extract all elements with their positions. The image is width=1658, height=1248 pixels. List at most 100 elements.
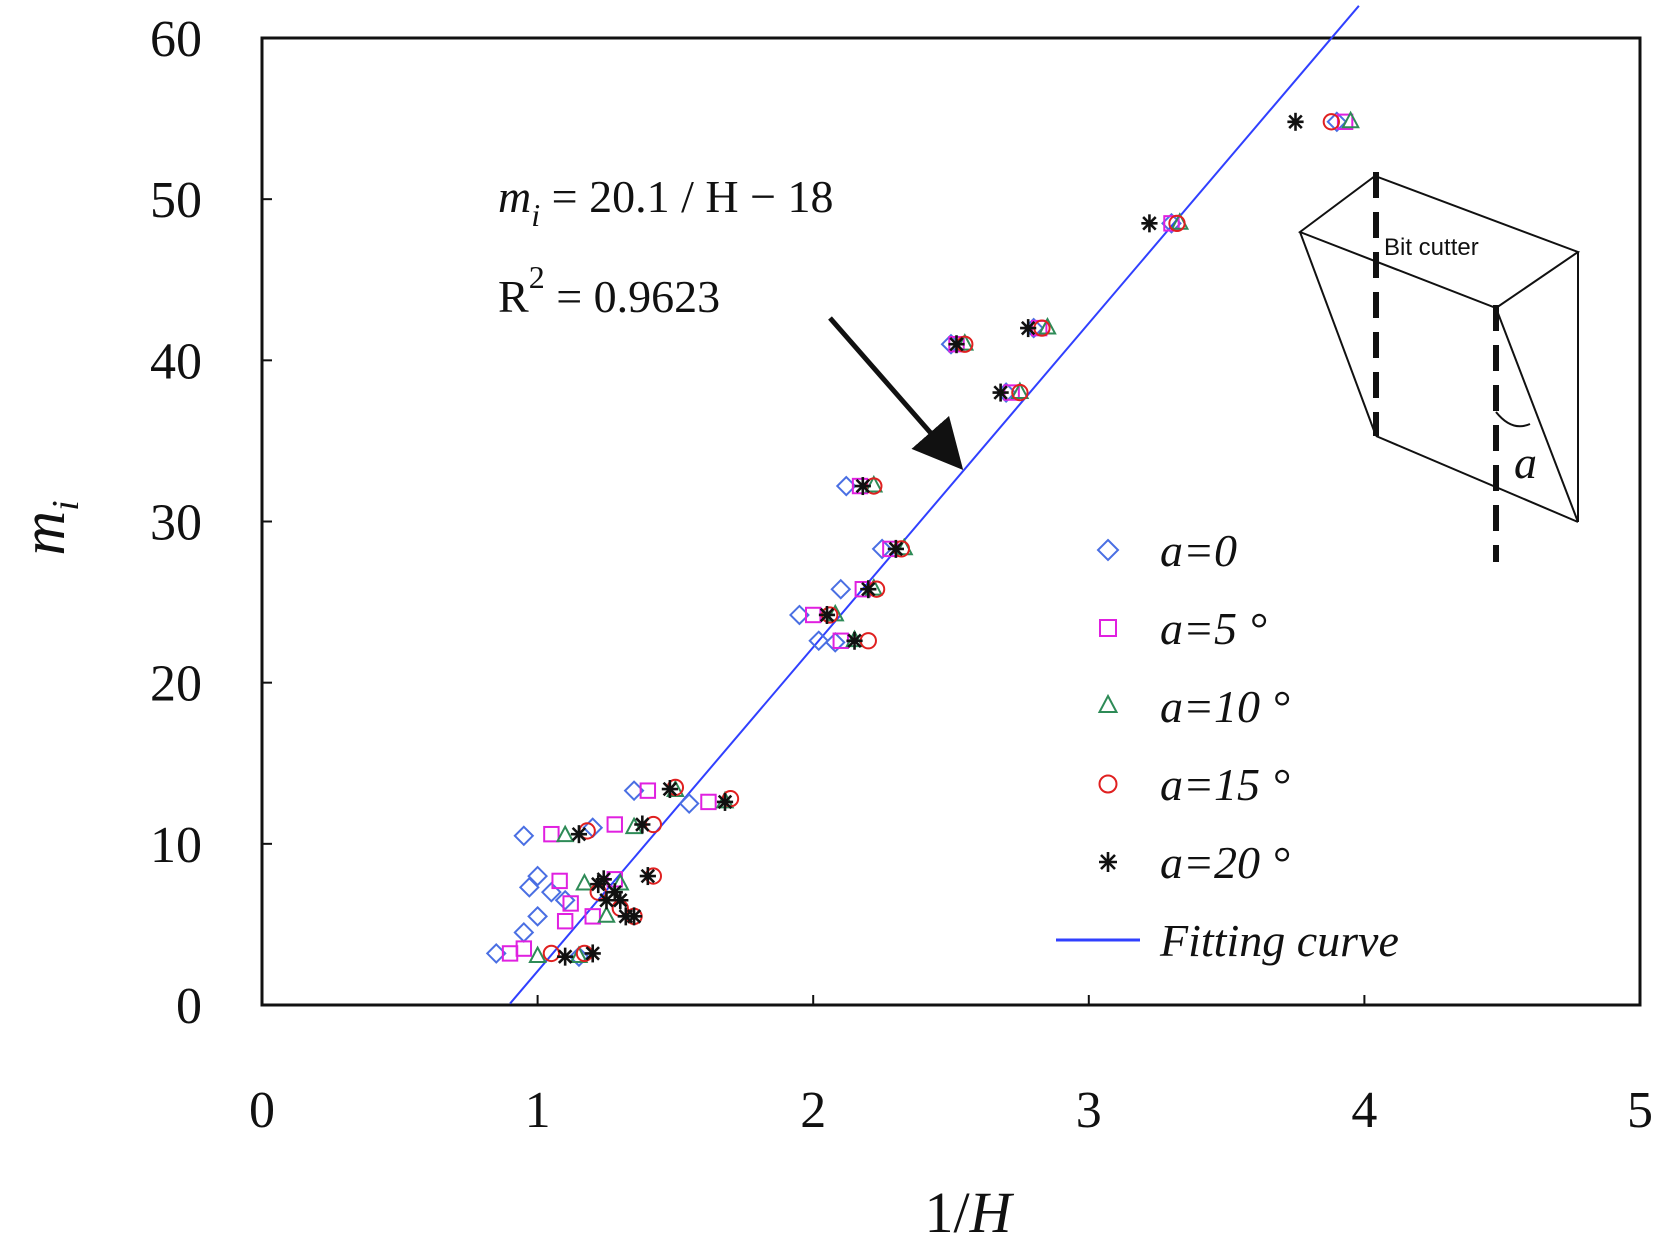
data-point-diamond [513, 825, 535, 847]
fit-line-group [509, 5, 1360, 1005]
data-point-asterisk [887, 539, 904, 558]
angle-arc [1495, 411, 1531, 428]
data-point-circle [542, 944, 561, 963]
x-axis-title: 1/H [924, 1180, 1014, 1245]
r2-rest: = 0.9623 [545, 271, 720, 322]
axes [260, 36, 1642, 1007]
x-tick-label: 5 [1627, 1082, 1653, 1139]
plot-frame [260, 36, 1642, 1007]
legend-marker-triangle [1097, 693, 1119, 713]
bit-cutter-inset [1297, 172, 1581, 562]
y-tick-label: 0 [176, 978, 202, 1035]
y-tick-label: 50 [150, 172, 202, 229]
data-point-asterisk [1287, 112, 1304, 131]
svg-text:mi: mi [10, 500, 87, 555]
equation-rest: = 20.1 / H − 18 [540, 171, 833, 222]
data-point-square [1336, 113, 1354, 131]
data-point-diamond [824, 631, 846, 653]
data-point-square [639, 782, 657, 799]
data-point-triangle [569, 945, 589, 964]
y-tick-label: 40 [150, 333, 202, 390]
legend-label: a=15 ° [1160, 759, 1290, 810]
y-tick-label: 10 [150, 817, 202, 874]
data-point-triangle [555, 824, 575, 843]
data-point-asterisk [625, 907, 643, 926]
y-tick-label: 20 [150, 656, 202, 713]
legend: a=0 a=5 ° a=10 ° a=15 ° a=20 ° Fitting curve [1056, 525, 1399, 966]
data-point-asterisk [639, 867, 656, 886]
legend-marker-asterisk [1099, 852, 1117, 872]
legend-marker-circle [1098, 774, 1118, 794]
x-tick-label: 2 [800, 1082, 826, 1139]
legend-label: Fitting curve [1159, 915, 1399, 966]
cutter-edge-front [1495, 307, 1579, 523]
data-point-diamond [678, 793, 700, 814]
data-point-circle [1168, 214, 1186, 232]
data-point-square [1163, 215, 1180, 232]
data-point-triangle [597, 905, 616, 923]
data-point-diamond [1326, 111, 1348, 133]
data-point-triangle [1010, 381, 1030, 399]
x-tick-label: 1 [525, 1082, 551, 1139]
data-point-asterisk [570, 825, 588, 844]
data-point-triangle [864, 474, 884, 493]
data-point-asterisk [1020, 319, 1037, 338]
data-point-diamond [513, 922, 535, 943]
data-point-asterisk [661, 780, 678, 799]
data-point-asterisk [846, 631, 863, 650]
cutter-edge-left [1299, 231, 1377, 437]
legend-label: a=5 ° [1160, 603, 1267, 654]
data-point-circle [1011, 383, 1029, 402]
equation-m: m [498, 171, 531, 222]
data-point-square [543, 825, 560, 843]
x-tick-label: 3 [1076, 1082, 1102, 1139]
data-point-diamond [830, 578, 852, 600]
equation-sub: i [531, 197, 540, 233]
data-point-triangle [1341, 110, 1360, 129]
x-tick-label: 4 [1351, 1082, 1377, 1139]
data-point-diamond [808, 630, 830, 652]
legend-marker-square [1099, 619, 1117, 637]
data-point-asterisk [595, 870, 612, 889]
legend-label: a=0 [1160, 525, 1237, 576]
data-point-asterisk [584, 944, 601, 963]
data-point-asterisk [634, 815, 651, 834]
y-tick-label: 60 [150, 11, 202, 68]
data-point-diamond [540, 881, 562, 903]
data-point-square [700, 793, 717, 811]
data-point-asterisk [606, 883, 623, 902]
data-point-square [584, 908, 601, 925]
data-point-diamond [871, 538, 893, 560]
data-points [485, 110, 1360, 968]
data-point-asterisk [854, 477, 871, 496]
data-point-square [556, 912, 574, 930]
legend-label: a=20 ° [1160, 837, 1290, 888]
fit-line [509, 5, 1360, 1005]
data-point-asterisk [992, 383, 1009, 402]
data-point-circle [859, 632, 877, 650]
r2-sup: 2 [529, 259, 545, 295]
r2-r: R [498, 271, 529, 322]
data-point-square [551, 872, 568, 890]
data-point-triangle [610, 872, 630, 891]
data-point-triangle [528, 945, 547, 964]
r-squared: R2 = 0.9623 [498, 259, 720, 322]
y-axis-title: mi [10, 500, 87, 555]
legend-label: a=10 ° [1160, 681, 1290, 732]
data-point-square [515, 940, 533, 957]
data-point-asterisk [948, 335, 965, 354]
legend-marker-diamond [1096, 538, 1120, 562]
data-point-asterisk [1141, 214, 1158, 233]
data-point-square [606, 816, 623, 833]
data-point-diamond [527, 905, 549, 927]
data-point-asterisk [557, 947, 574, 966]
data-point-circle [1322, 113, 1340, 131]
annotation-arrow [828, 316, 964, 471]
data-point-square [562, 895, 579, 912]
data-point-asterisk [860, 580, 877, 599]
fit-equation: mi = 20.1 / H − 18 [498, 171, 834, 233]
data-point-triangle [575, 872, 594, 891]
cutter-edge-bottom [1375, 435, 1579, 523]
